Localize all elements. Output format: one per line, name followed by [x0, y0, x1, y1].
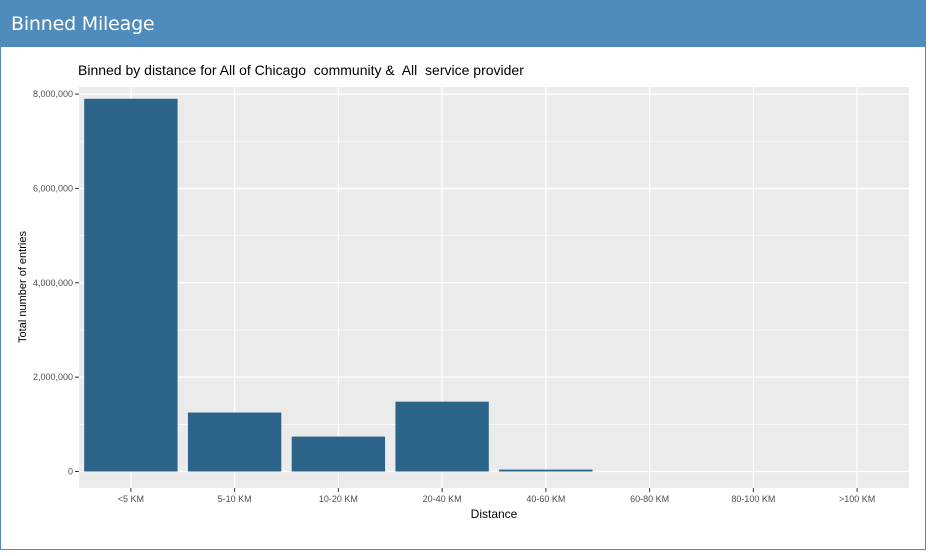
bar-5-10-km	[187, 412, 282, 472]
x-tick-label: >100 KM	[839, 494, 875, 504]
y-tick-label: 2,000,000	[33, 372, 73, 382]
y-tick-label: 0	[68, 466, 73, 476]
x-tick-label: 80-100 KM	[731, 494, 775, 504]
bar-10-20-km	[291, 436, 386, 472]
bar-20-40-km	[395, 401, 489, 472]
x-tick-label: 60-80 KM	[630, 494, 669, 504]
panel-title: Binned Mileage	[1, 1, 926, 47]
y-tick-label: 4,000,000	[33, 278, 73, 288]
bar-chart: Binned by distance for All of Chicago co…	[17, 62, 909, 521]
y-tick-label: 8,000,000	[33, 89, 73, 99]
x-tick-label: 10-20 KM	[319, 494, 358, 504]
chart-title: Binned by distance for All of Chicago co…	[78, 62, 524, 78]
bar-5-km	[84, 98, 178, 472]
y-tick-label: 6,000,000	[33, 183, 73, 193]
x-tick-label: 40-60 KM	[526, 494, 565, 504]
x-axis-label: Distance	[471, 507, 518, 521]
x-tick-label: 20-40 KM	[423, 494, 462, 504]
binned-mileage-panel: Binned Mileage Binned by distance for Al…	[0, 0, 926, 550]
x-tick-label: <5 KM	[118, 494, 144, 504]
chart-container: Binned by distance for All of Chicago co…	[1, 47, 925, 549]
plot-area: 0 2,000,000 4,000,000 6,000,000 8,000,000 <5 …	[33, 87, 909, 504]
bar-40-60-km	[499, 469, 593, 472]
y-axis-label: Total number of entries	[17, 231, 29, 343]
x-tick-label: 5-10 KM	[218, 494, 252, 504]
